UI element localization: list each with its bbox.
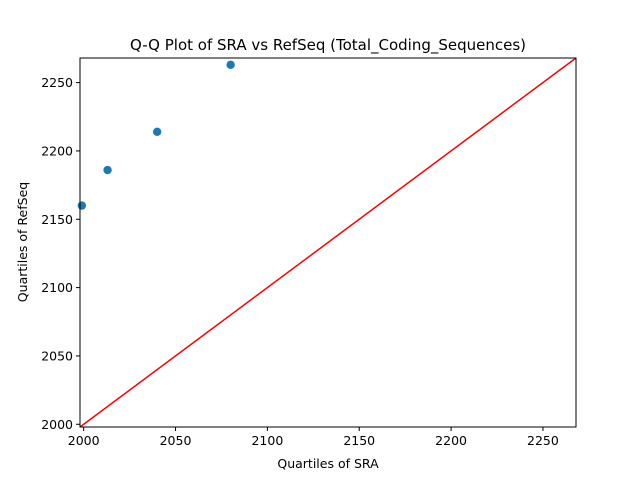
chart-title: Q-Q Plot of SRA vs RefSeq (Total_Coding_…	[130, 36, 526, 55]
x-tick-label: 2150	[343, 433, 375, 448]
axes-frame	[79, 57, 577, 428]
x-axis-ticks: 2000 2050 2100 2150 2200 2250	[68, 427, 559, 448]
data-point	[226, 60, 235, 70]
x-tick-label: 2100	[251, 433, 283, 448]
x-tick-label: 2250	[527, 433, 559, 448]
y-tick-label: 2250	[41, 75, 73, 90]
y-axis-label: Quartiles of RefSeq	[15, 182, 30, 302]
data-point	[77, 201, 87, 210]
y-tick-label: 2000	[41, 417, 73, 432]
y-tick-label: 2100	[41, 280, 73, 295]
y-tick-label: 2050	[41, 348, 73, 363]
reference-line	[79, 57, 577, 428]
x-tick-label: 2200	[435, 433, 467, 448]
y-tick-label: 2150	[41, 212, 73, 227]
data-point	[103, 165, 112, 175]
x-axis-label: Quartiles of SRA	[277, 456, 379, 471]
y-axis-ticks: 2000 2050 2100 2150 2200 2250	[41, 75, 80, 432]
plot-area	[77, 57, 577, 428]
x-tick-label: 2050	[160, 433, 192, 448]
y-tick-label: 2200	[41, 143, 73, 158]
x-tick-label: 2000	[68, 433, 100, 448]
data-point	[152, 127, 162, 136]
